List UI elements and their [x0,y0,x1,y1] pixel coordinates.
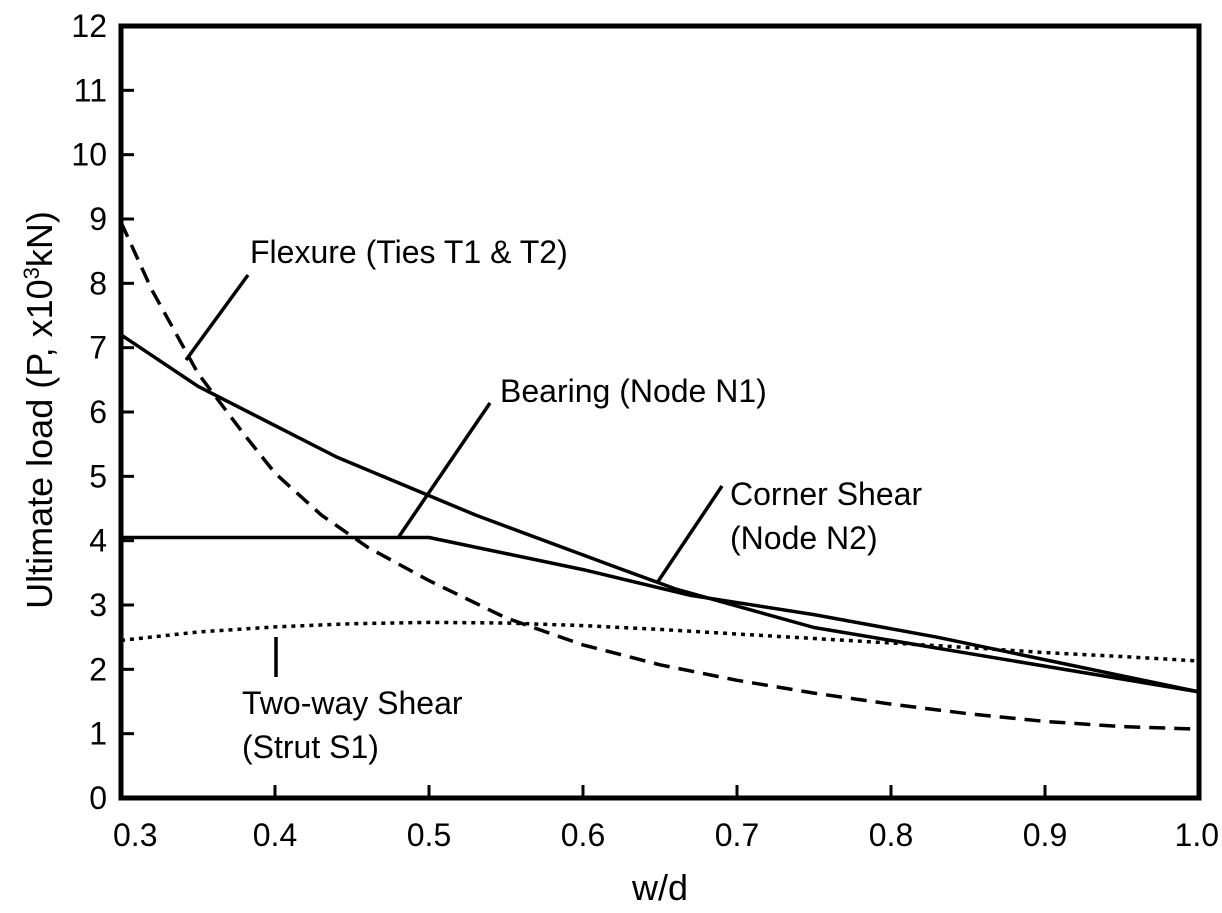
y-tick-label: 7 [89,330,107,366]
annotation-flexure: Flexure (Ties T1 & T2) [250,234,568,270]
leader-bearing [396,402,492,539]
plot-frame [118,23,1202,801]
series-line-dotted-3 [120,620,1200,663]
y-tick-label: 1 [89,716,107,752]
x-tick-label: 0.4 [253,817,297,853]
y-axis-label-tail: kN) [19,211,60,267]
annotation-corner-shear-node: (Node N2) [730,520,878,556]
y-tick-label: 0 [89,780,107,816]
leader-layer [184,273,724,677]
leader-corner-shear [655,485,724,584]
annotation-bearing: Bearing (Node N1) [500,373,767,409]
x-tick-label: 0.7 [715,817,759,853]
y-tick-label: 10 [71,137,107,173]
y-tick-label: 6 [89,394,107,430]
x-tick-label: 0.6 [561,817,605,853]
y-tick-label: 8 [89,265,107,301]
x-tick-label: 0.8 [869,817,913,853]
y-tick-label: 11 [74,72,107,108]
x-tick-label: 1.0 [1175,817,1219,853]
y-tick-label: 2 [89,651,107,687]
series-layer [119,221,1200,731]
y-axis-label-exponent: 3 [19,267,44,279]
x-tick-label: 0.5 [407,817,451,853]
x-axis-label: w/d [631,867,688,908]
series-line-solid-2 [121,535,1200,694]
y-tick-label: 9 [89,201,107,237]
x-tick-label: 0.3 [113,817,157,853]
y-axis-label: Ultimate load (P, x103kN) [19,211,60,609]
y-tick-label: 12 [71,8,107,44]
y-tick-label: 3 [89,587,107,623]
series-line-solid-1 [120,333,1200,694]
y-tick-label: 5 [89,458,107,494]
y-axis-label-main: Ultimate load (P, x10 [19,279,60,609]
x-tick-label: 0.9 [1023,817,1067,853]
annotation-two-way-shear-strut: (Strut S1) [242,729,379,765]
annotation-two-way-shear: Two-way Shear [242,685,463,721]
y-tick-label: 4 [89,523,107,559]
series-line-dashed-0 [119,221,1200,731]
annotation-corner-shear: Corner Shear [730,476,922,512]
leader-flexure [184,273,250,362]
